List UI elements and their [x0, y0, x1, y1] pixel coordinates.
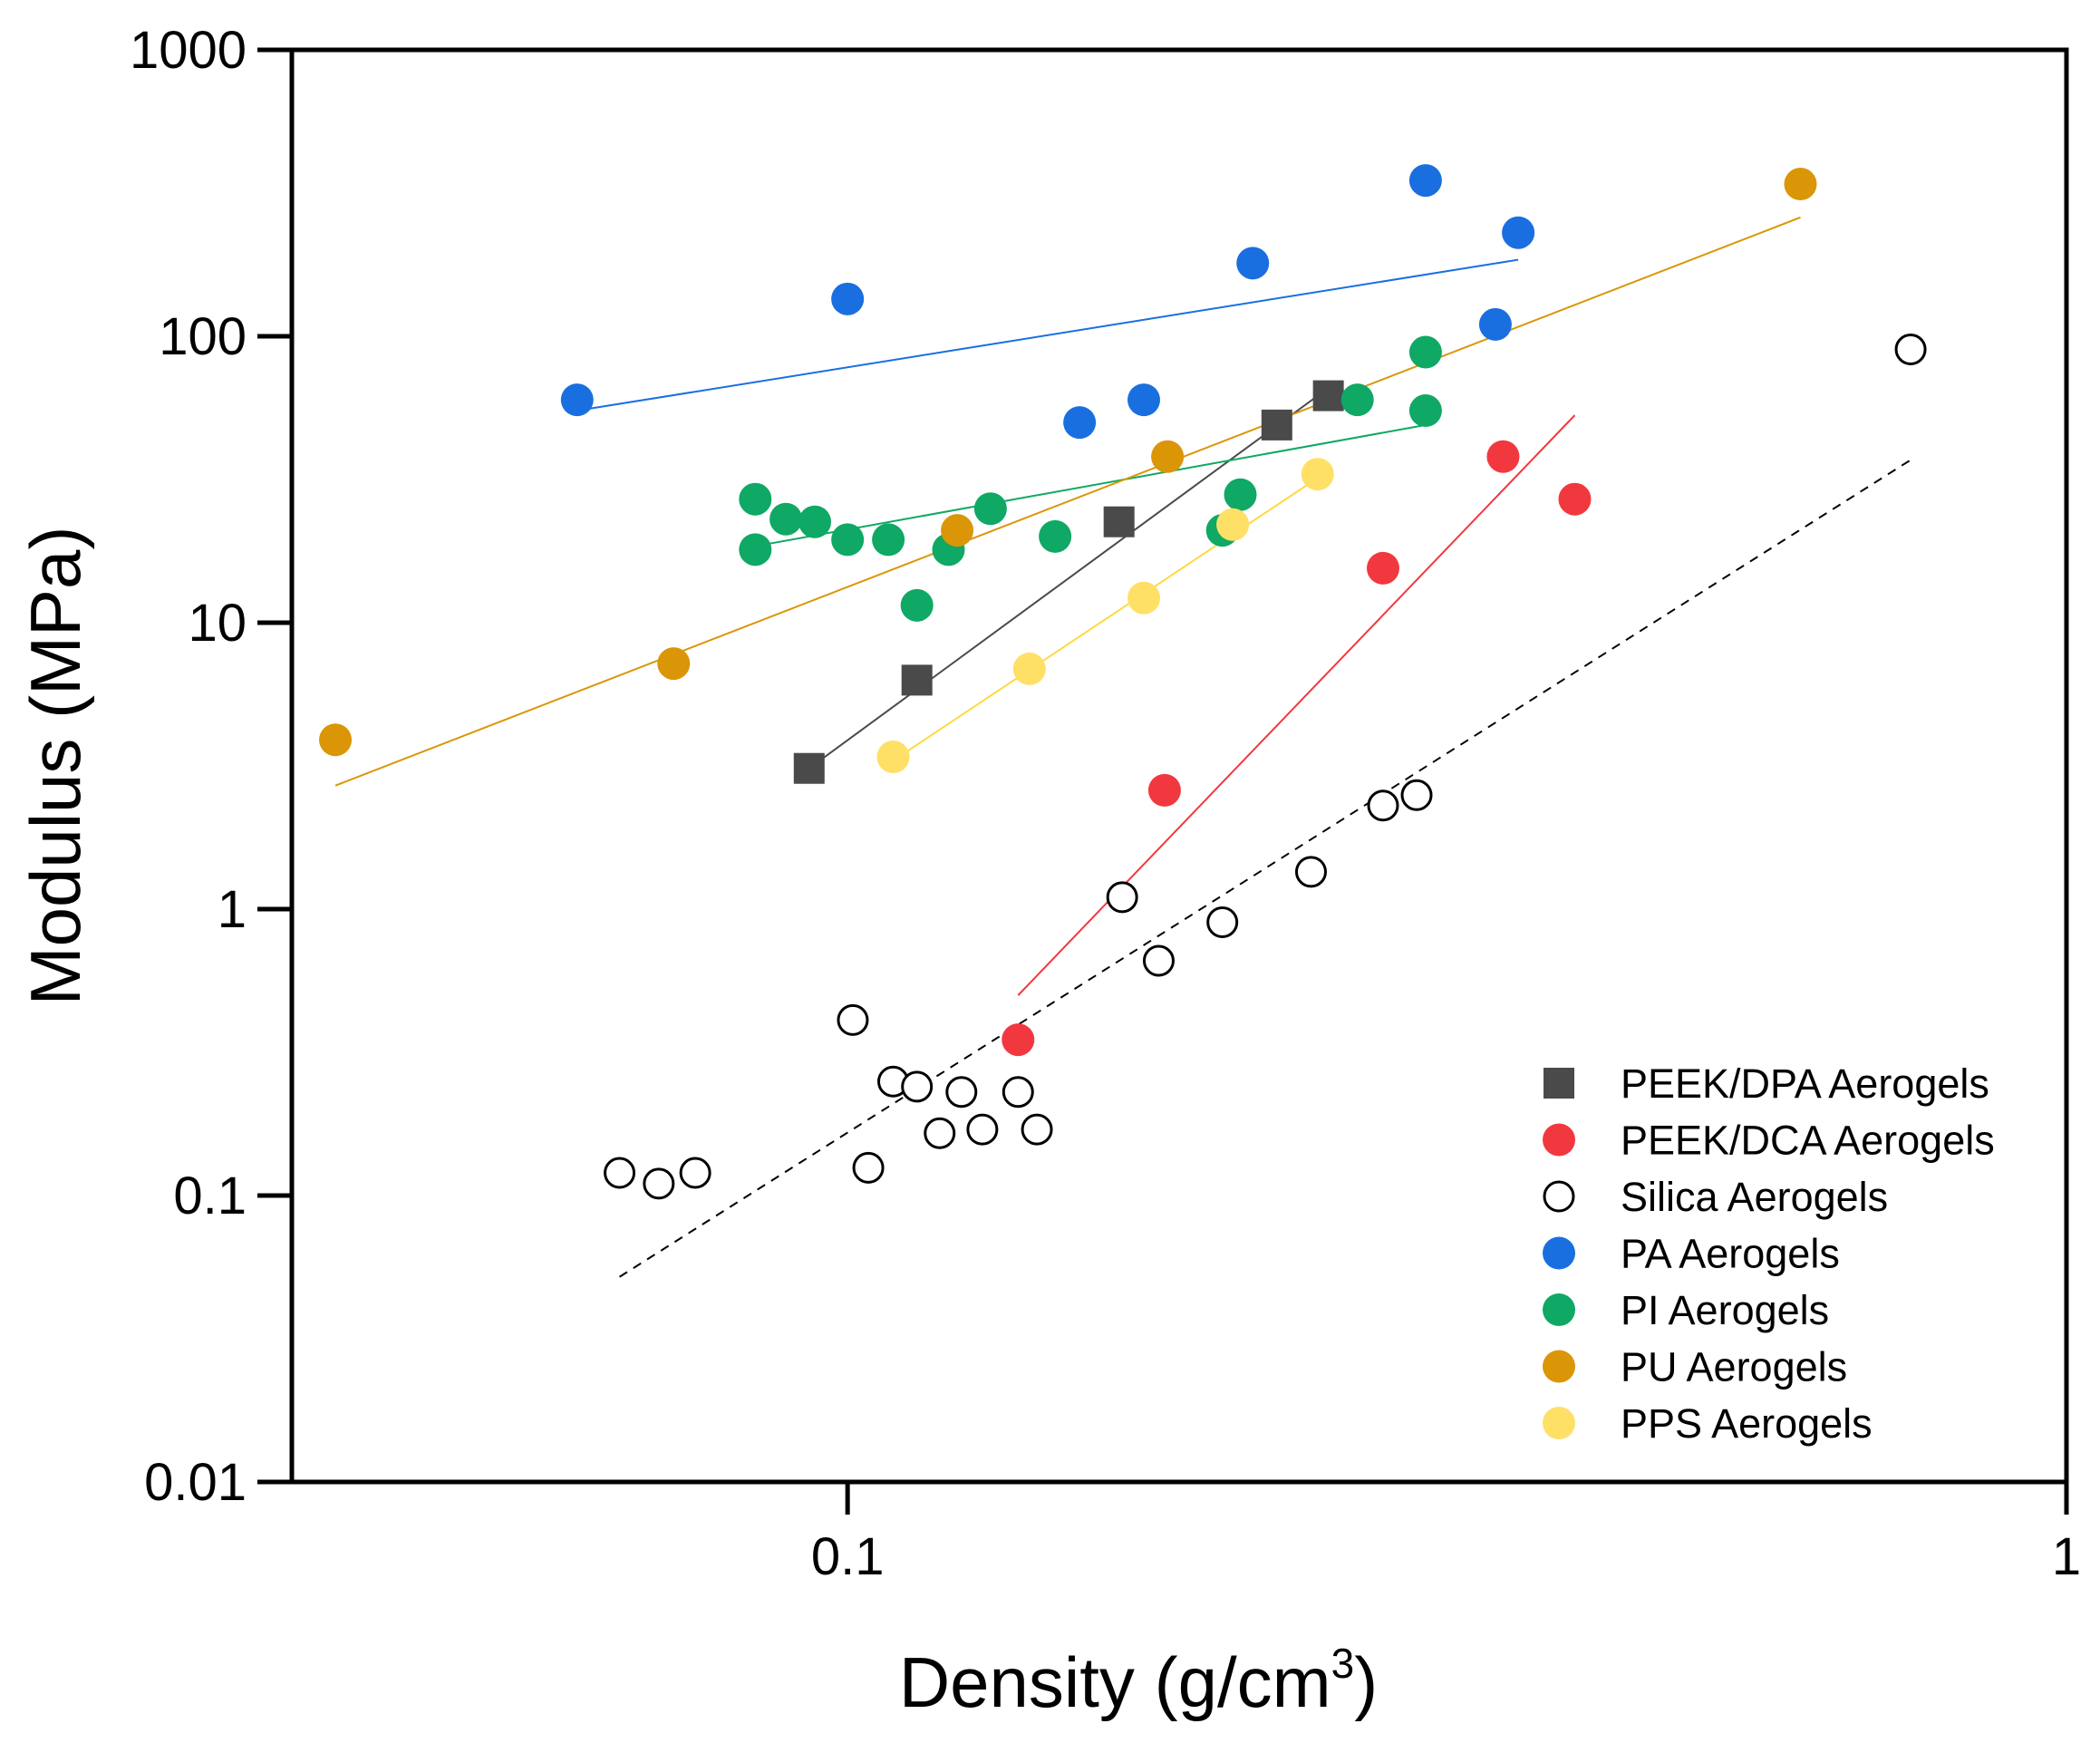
silica-aerogels-point — [852, 1151, 885, 1184]
pi-aerogels-point — [1408, 335, 1442, 369]
peek-dpa-aerogels-legend-marker — [1544, 1068, 1574, 1099]
pu-aerogels-legend-marker — [1543, 1350, 1575, 1383]
pi-aerogels-point — [1408, 394, 1442, 428]
silica-aerogels-point — [901, 1070, 934, 1103]
pa-aerogels-point — [560, 383, 594, 417]
silica-aerogels-point — [924, 1117, 956, 1149]
axis-ticks: 0.01 0.1 1 10 100 1000 0.1 1 — [130, 21, 2081, 1586]
x-axis-title: Density (g/cm3) — [899, 1640, 1378, 1722]
pi-aerogels-point — [872, 523, 905, 557]
peek-dca-aerogels-legend-label: PEEK/DCA Aerogels — [1621, 1118, 1995, 1164]
peek-dpa-aerogels-point — [1103, 506, 1135, 537]
peek-dca-aerogels-legend-marker — [1543, 1123, 1575, 1157]
y-tick-label: 10 — [188, 594, 247, 653]
silica-aerogels-point — [1400, 779, 1433, 811]
silica-aerogels-point — [604, 1157, 636, 1189]
pa-aerogels-legend-label: PA Aerogels — [1621, 1231, 1840, 1277]
pa-aerogels-legend-marker — [1543, 1236, 1575, 1270]
pa-aerogels-point — [1408, 164, 1442, 198]
pa-aerogels-fit-line — [576, 258, 1519, 412]
x-tick-label: 0.1 — [811, 1527, 885, 1586]
y-tick-label: 1000 — [130, 21, 247, 80]
y-tick-label: 0.01 — [144, 1453, 247, 1512]
y-axis-title: Modulus (MPa) — [15, 527, 95, 1006]
pu-aerogels-point — [1151, 440, 1185, 473]
y-tick-label: 100 — [159, 307, 247, 366]
peek-dpa-aerogels-legend-label: PEEK/DPA Aerogels — [1621, 1060, 1989, 1107]
x-axis-title-text: Density (g/cm — [899, 1642, 1331, 1722]
pu-aerogels-point — [319, 723, 353, 757]
peek-dpa-aerogels-point — [901, 664, 933, 696]
pps-aerogels-legend-marker — [1543, 1407, 1575, 1439]
data-points — [319, 164, 1927, 1200]
pu-aerogels-point — [1784, 168, 1817, 201]
pi-aerogels-point — [739, 533, 772, 566]
pu-aerogels-point — [657, 647, 691, 681]
x-axis-title-superscript: 3 — [1331, 1640, 1355, 1687]
y-tick-label: 1 — [218, 880, 247, 939]
pi-aerogels-legend-marker — [1543, 1293, 1575, 1326]
pi-aerogels-point — [798, 505, 832, 538]
silica-aerogels-point — [1106, 881, 1138, 914]
peek-dca-aerogels-point — [1486, 440, 1520, 473]
peek-dca-aerogels-point — [1558, 482, 1592, 516]
peek-dpa-aerogels-fit-line — [808, 387, 1330, 770]
pi-aerogels-point — [973, 492, 1007, 526]
pu-aerogels-point — [941, 514, 974, 547]
pps-aerogels-legend-label: PPS Aerogels — [1621, 1400, 1873, 1447]
pu-aerogels-legend-label: PU Aerogels — [1621, 1344, 1847, 1390]
silica-aerogels-point — [1367, 789, 1399, 822]
pi-aerogels-point — [739, 482, 772, 516]
pa-aerogels-point — [1236, 247, 1270, 280]
pi-aerogels-legend-label: PI Aerogels — [1621, 1287, 1829, 1333]
pi-aerogels-point — [1224, 478, 1257, 511]
y-tick-label: 0.1 — [173, 1167, 247, 1225]
pi-aerogels-point — [900, 588, 934, 622]
silica-aerogels-legend-marker — [1543, 1180, 1575, 1213]
x-tick-label: 1 — [2052, 1527, 2081, 1586]
pi-aerogels-point — [831, 523, 865, 557]
silica-aerogels-legend-label: Silica Aerogels — [1621, 1174, 1888, 1220]
pps-aerogels-point — [1012, 652, 1046, 685]
silica-aerogels-point — [1142, 944, 1175, 977]
pa-aerogels-point — [1127, 383, 1161, 417]
silica-aerogels-point — [837, 1003, 869, 1036]
pa-aerogels-point — [1063, 406, 1097, 440]
plot-frame — [289, 47, 2069, 1485]
peek-dca-aerogels-fit-line — [1017, 414, 1576, 996]
silica-aerogels-point — [1894, 333, 1927, 365]
peek-dpa-aerogels-point — [1312, 380, 1344, 412]
pa-aerogels-point — [831, 282, 865, 315]
peek-dpa-aerogels-point — [1261, 409, 1292, 441]
silica-aerogels-point — [1002, 1076, 1034, 1109]
silica-aerogels-point — [679, 1157, 711, 1189]
pa-aerogels-point — [1478, 307, 1512, 341]
silica-aerogels-point — [643, 1167, 675, 1200]
pi-aerogels-point — [769, 502, 803, 536]
peek-dca-aerogels-point — [1147, 773, 1181, 807]
legend: PEEK/DPA Aerogels PEEK/DCA Aerogels Silica… — [1543, 1060, 1995, 1447]
x-axis-title-close: ) — [1354, 1642, 1378, 1722]
pps-aerogels-point — [876, 741, 910, 774]
silica-aerogels-point — [1294, 856, 1327, 888]
pi-aerogels-point — [1340, 383, 1374, 417]
pa-aerogels-point — [1502, 216, 1535, 249]
peek-dca-aerogels-point — [1366, 551, 1399, 585]
silica-aerogels-point — [945, 1076, 978, 1109]
peek-dca-aerogels-point — [1002, 1023, 1035, 1057]
pps-aerogels-point — [1301, 458, 1334, 491]
silica-aerogels-point — [1206, 905, 1239, 938]
silica-aerogels-point — [1021, 1113, 1053, 1146]
pps-aerogels-point — [1216, 508, 1250, 541]
silica-aerogels-fit-line — [619, 459, 1911, 1278]
pi-aerogels-fit-line — [755, 423, 1427, 547]
silica-aerogels-point — [966, 1113, 999, 1146]
pu-aerogels-fit-line — [334, 216, 1801, 787]
pi-aerogels-point — [1039, 519, 1072, 553]
pps-aerogels-point — [1127, 581, 1161, 615]
peek-dpa-aerogels-point — [793, 752, 825, 784]
